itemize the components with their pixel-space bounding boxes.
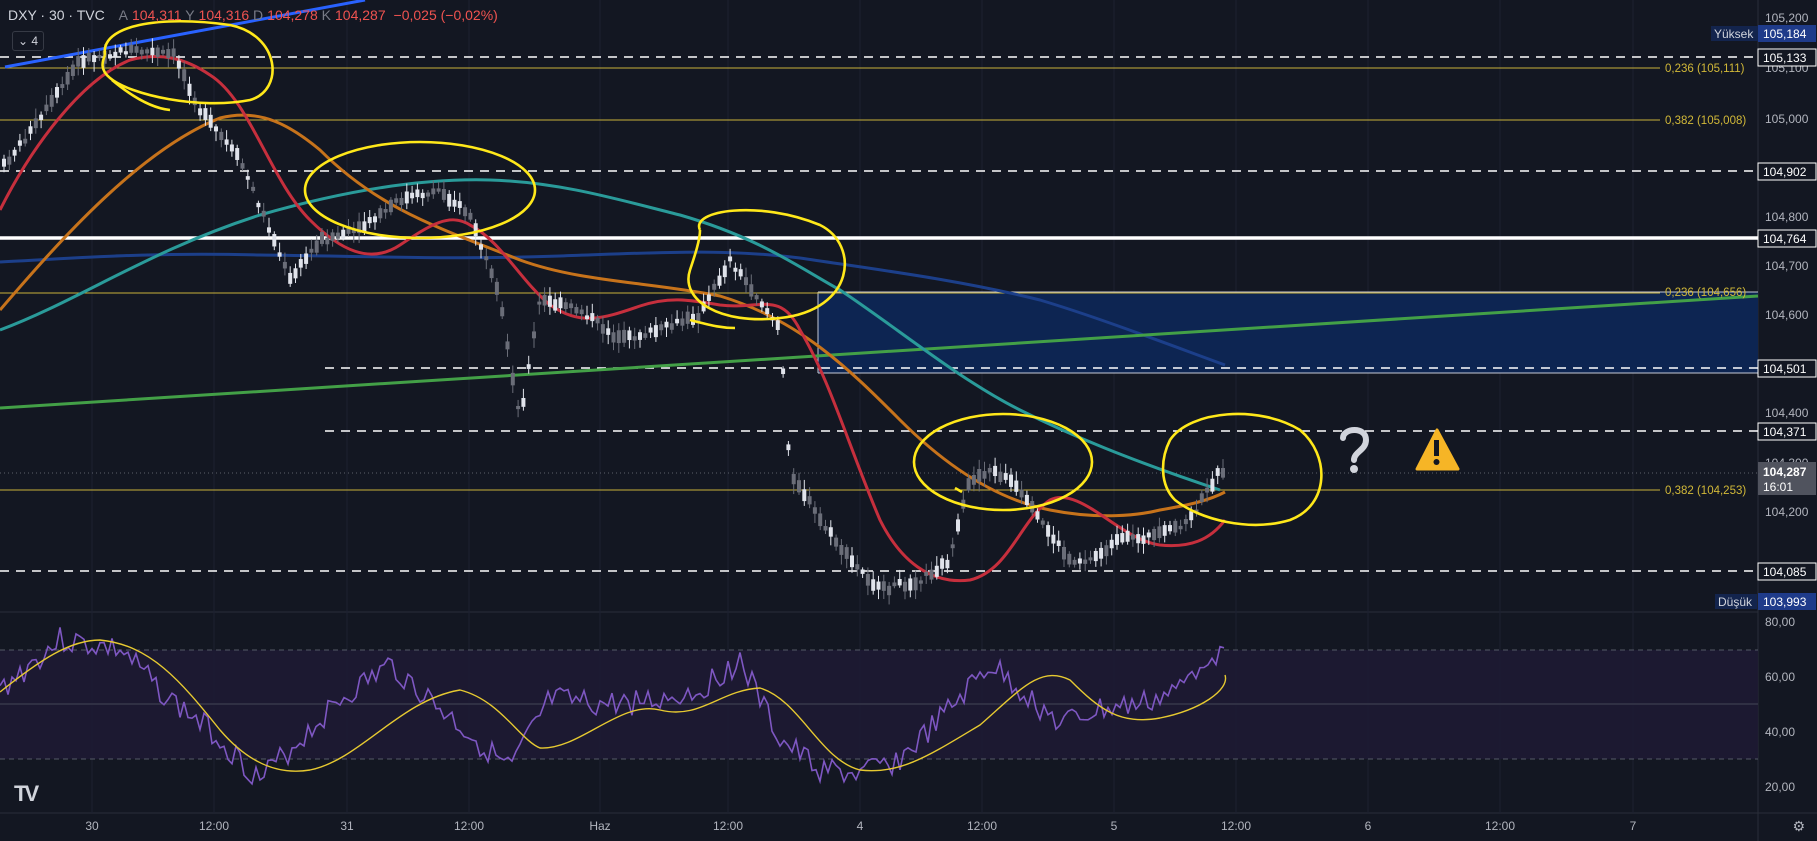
- warning-icon: [1415, 428, 1460, 471]
- time-tick: 12:00: [199, 819, 229, 833]
- open-value: 104,311: [131, 7, 182, 23]
- time-tick: 30: [85, 819, 99, 833]
- price-label: 104,764: [1763, 232, 1807, 246]
- price-label: 104,902: [1763, 165, 1807, 179]
- price-tick: 105,000: [1765, 112, 1809, 126]
- low-label: D: [253, 7, 264, 23]
- time-tick: 31: [340, 819, 354, 833]
- rsi-ma-line[interactable]: [0, 639, 1227, 772]
- open-label: A: [118, 7, 128, 23]
- change-value: −0,025 (−0,02%): [393, 7, 498, 23]
- price-tick: 104,600: [1765, 308, 1809, 322]
- close-value: 104,287: [335, 7, 386, 23]
- rsi-tick: 20,00: [1765, 780, 1795, 794]
- ma-red-line[interactable]: [0, 55, 1227, 583]
- time-tick: 12:00: [967, 819, 997, 833]
- time-tick: 12:00: [1485, 819, 1515, 833]
- time-tick: 12:00: [1221, 819, 1251, 833]
- time-tick: 5: [1111, 819, 1118, 833]
- price-tick: 104,800: [1765, 210, 1809, 224]
- time-tick: 12:00: [713, 819, 743, 833]
- symbol-title[interactable]: DXY · 30 · TVC: [8, 7, 105, 23]
- ma-orange-line[interactable]: [0, 113, 1226, 518]
- high-tag: Yüksek: [1714, 27, 1754, 41]
- circle-3: [687, 208, 846, 330]
- question-mark-icon: [1340, 427, 1370, 473]
- countdown-label: 16:01: [1763, 480, 1793, 494]
- time-tick: 7: [1630, 819, 1637, 833]
- highlight-circles[interactable]: [101, 19, 1323, 527]
- time-tick: 4: [857, 819, 864, 833]
- fib-label: 0,382 (105,008): [1665, 115, 1746, 127]
- price-tick: 104,200: [1765, 505, 1809, 519]
- rsi-tick: 60,00: [1765, 670, 1795, 684]
- ma-teal-line[interactable]: [0, 178, 1221, 492]
- circle-2: [303, 140, 537, 240]
- chevron-down-icon: ⌄: [17, 34, 29, 48]
- fib-label: 0,382 (104,253): [1665, 485, 1746, 497]
- price-tick: 105,200: [1765, 11, 1809, 25]
- circle-1: [101, 19, 274, 112]
- candlesticks[interactable]: [2, 37, 1225, 605]
- circle-5: [1161, 412, 1323, 527]
- time-tick: Haz: [589, 819, 610, 833]
- low-tag: Düşük: [1718, 595, 1753, 609]
- indicator-count: 4: [31, 34, 39, 48]
- price-label-low: 103,993: [1763, 595, 1807, 609]
- trend-line-blue[interactable]: [4, 0, 366, 69]
- circle-4-tick: [954, 486, 963, 494]
- indicator-collapse-button[interactable]: ⌄ 4: [12, 31, 44, 51]
- time-tick: 12:00: [454, 819, 484, 833]
- price-label-high: 105,184: [1763, 27, 1807, 41]
- price-tick: 104,700: [1765, 259, 1809, 273]
- price-label: 105,133: [1763, 51, 1807, 65]
- rsi-tick: 80,00: [1765, 615, 1795, 629]
- circle-4: [912, 412, 1094, 512]
- fib-label: 0,236 (104,656): [1665, 287, 1746, 299]
- high-label: Y: [185, 7, 195, 23]
- ma-green-line[interactable]: [0, 294, 1759, 410]
- ma-navy-line[interactable]: [0, 250, 1226, 367]
- price-label: 104,501: [1763, 362, 1807, 376]
- price-label: 104,085: [1763, 565, 1807, 579]
- price-label: 104,371: [1763, 425, 1807, 439]
- tradingview-logo[interactable]: TV: [14, 781, 39, 806]
- gear-icon[interactable]: ⚙: [1792, 818, 1805, 834]
- high-value: 104,316: [198, 7, 250, 23]
- low-value: 104,278: [267, 7, 318, 23]
- price-tick: 104,400: [1765, 406, 1809, 420]
- time-tick: 6: [1365, 819, 1372, 833]
- symbol-header[interactable]: DXY · 30 · TVC A 104,311 Y 104,316 D 104,27…: [8, 7, 498, 23]
- close-label: K: [321, 7, 332, 23]
- rsi-tick: 40,00: [1765, 725, 1795, 739]
- current-price-label: 104,287: [1763, 465, 1807, 479]
- rsi-line[interactable]: [0, 627, 1225, 786]
- fib-label: 0,236 (105,111): [1665, 63, 1745, 75]
